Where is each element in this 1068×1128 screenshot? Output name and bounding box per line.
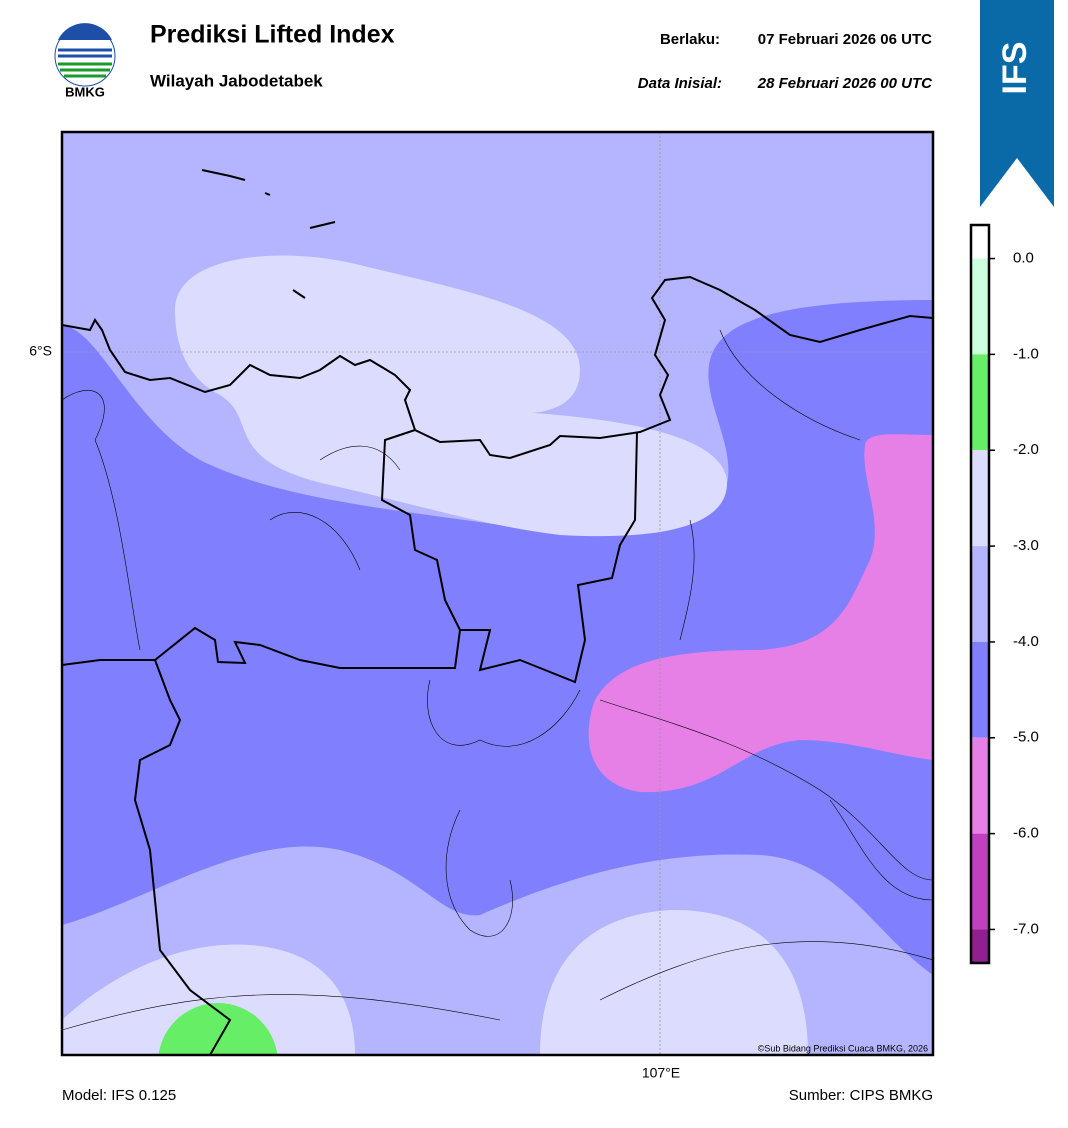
colorbar-segment <box>971 546 989 642</box>
colorbar-segment <box>971 450 989 547</box>
colorbar-segment <box>971 641 989 738</box>
colorbar-frame <box>969 223 991 965</box>
colorbar-tick-label: -7.0 <box>1013 920 1039 937</box>
badge <box>980 0 1054 207</box>
title: Prediksi Lifted Index <box>150 21 395 49</box>
map-frame <box>60 130 935 1057</box>
valid-label: Berlaku: <box>660 31 720 48</box>
colorbar-segment <box>971 225 989 259</box>
colorbar-segment <box>971 258 989 355</box>
model-label: Model: IFS 0.125 <box>62 1087 176 1104</box>
logo: BMKG <box>54 23 116 99</box>
colorbar-tick-label: -3.0 <box>1013 537 1039 554</box>
colorbar-tick-label: 0.0 <box>1013 250 1034 267</box>
colorbar-tick-label: -2.0 <box>1013 441 1039 458</box>
lat-label: 6°S <box>29 343 52 359</box>
colorbar-segment <box>971 737 989 834</box>
colorbar-tick-label: -4.0 <box>1013 633 1039 650</box>
source-label: Sumber: CIPS BMKG <box>789 1087 933 1104</box>
colorbar-tick-label: -6.0 <box>1013 825 1039 842</box>
init-value: 28 Februari 2026 00 UTC <box>757 75 933 92</box>
colorbar-segment <box>971 833 989 930</box>
colorbar: 0.0 -1.0 -2.0 -3.0 -4.0 -5.0 -6.0 -7.0 <box>969 223 1039 965</box>
init-label: Data Inisial: <box>638 75 722 92</box>
colorbar-segment <box>971 354 989 451</box>
map: ©Sub Bidang Prediksi Cuaca BMKG, 2026 <box>62 132 933 1055</box>
logo-text: BMKG <box>65 84 105 99</box>
badge-text: IFS <box>996 42 1034 95</box>
colorbar-tick-label: -5.0 <box>1013 729 1039 746</box>
lon-label: 107°E <box>642 1065 680 1081</box>
subtitle: Wilayah Jabodetabek <box>150 71 323 90</box>
credit: ©Sub Bidang Prediksi Cuaca BMKG, 2026 <box>758 1043 928 1053</box>
valid-value: 07 Februari 2026 06 UTC <box>758 31 932 48</box>
colorbar-tick-label: -1.0 <box>1013 345 1039 362</box>
colorbar-segment <box>971 929 989 963</box>
